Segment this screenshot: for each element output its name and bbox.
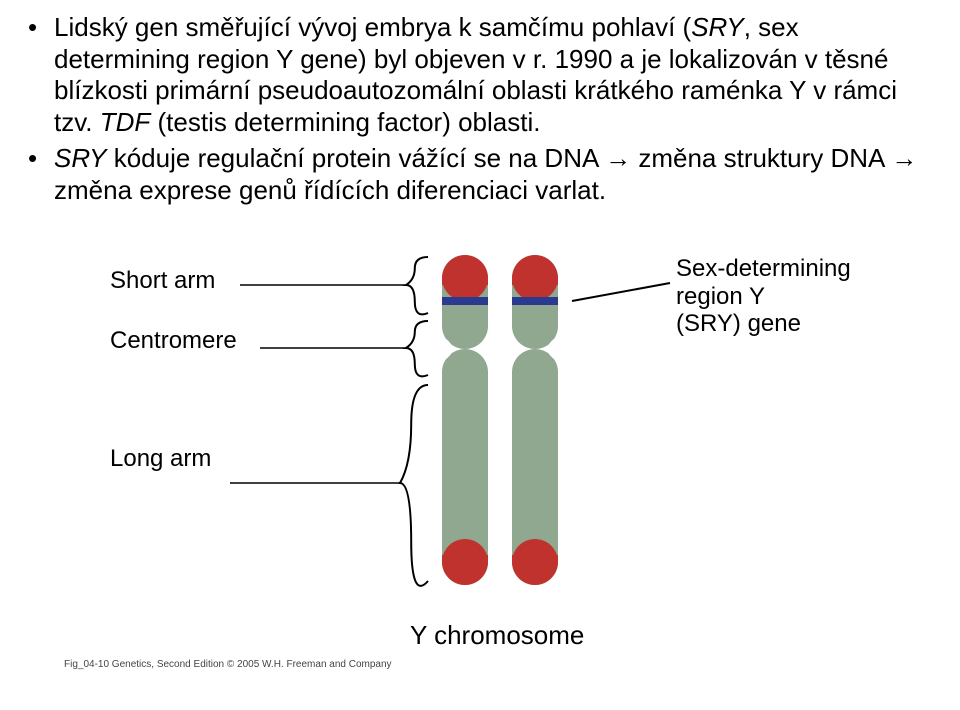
label-centromere: Centromere bbox=[110, 327, 237, 355]
label-sry: Sex-determining region Y (SRY) gene bbox=[676, 255, 851, 338]
label-y-chromosome: Y chromosome bbox=[410, 621, 584, 651]
bullet-list: Lidský gen směřující vývoj embrya k samč… bbox=[28, 12, 928, 210]
bullet-1: Lidský gen směřující vývoj embrya k samč… bbox=[28, 12, 928, 139]
bullet-2: SRY kóduje regulační protein vážící se n… bbox=[28, 143, 928, 206]
figure-caption: Fig_04-10 Genetics, Second Edition © 200… bbox=[64, 659, 392, 670]
label-short-arm: Short arm bbox=[110, 267, 215, 295]
label-long-arm: Long arm bbox=[110, 445, 211, 473]
chromosome-diagram: Short arm Centromere Long arm Sex-determ… bbox=[60, 235, 900, 675]
